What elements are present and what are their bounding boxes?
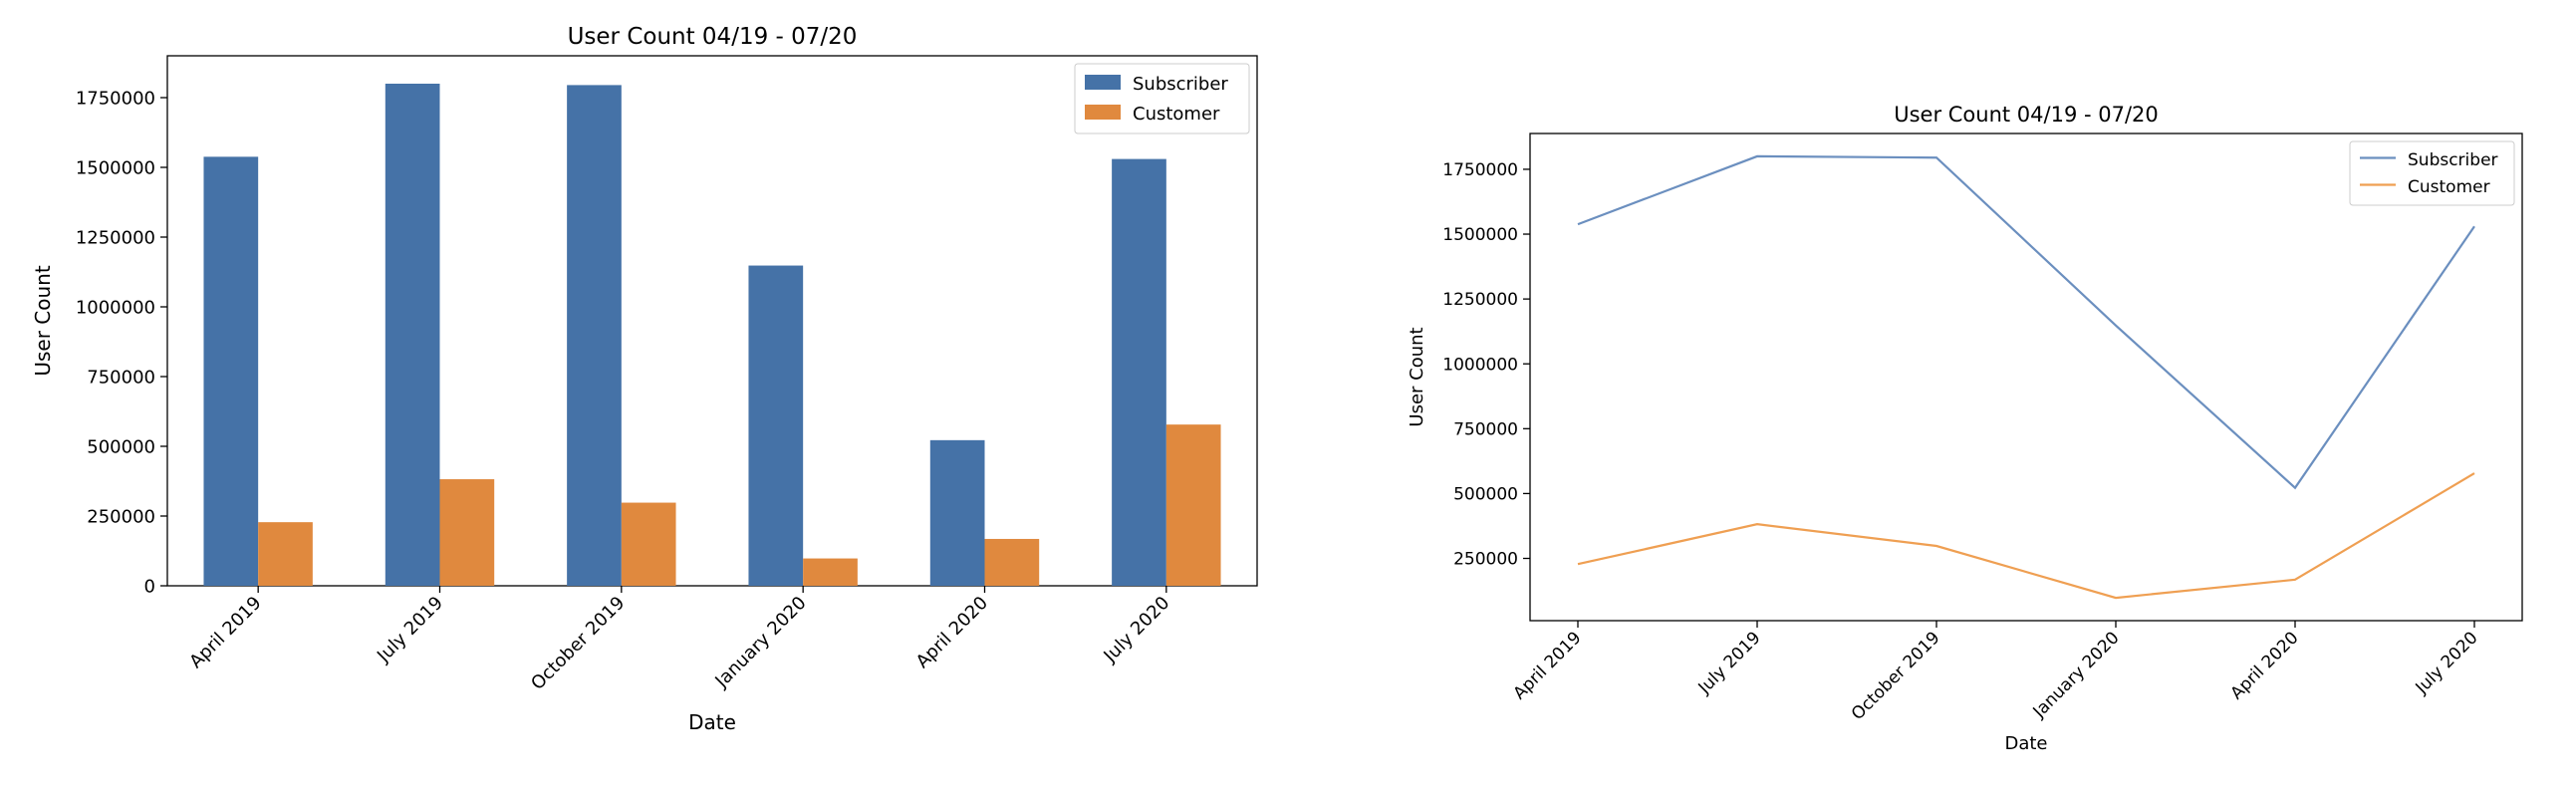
- bar-subscriber-4: [929, 439, 985, 586]
- legend-label-customer: Customer: [1133, 104, 1220, 125]
- x-tick-label: April 2019: [1509, 628, 1585, 703]
- y-tick-label: 0: [144, 576, 155, 597]
- line-chart: User Count 04/19 - 07/20 Date User Count 25…: [1407, 103, 2523, 754]
- bar-chart: User Count 04/19 - 07/20 Date User Count 0 2…: [31, 24, 1258, 734]
- y-tick-label: 500000: [87, 436, 155, 457]
- x-tick-label: January 2020: [710, 593, 810, 692]
- bar-subscriber-0: [203, 156, 259, 587]
- y-tick-label: 750000: [87, 367, 155, 388]
- bar-subscriber-2: [567, 85, 622, 587]
- plot-frame: [166, 55, 1258, 587]
- x-tick-label: April 2020: [2226, 628, 2302, 703]
- bar-customer-0: [258, 522, 313, 586]
- bar-subscriber-5: [1112, 158, 1166, 586]
- y-tick-label: 750000: [1453, 419, 1518, 439]
- bar-subscriber-3: [748, 265, 804, 586]
- legend-swatch-customer: [1085, 105, 1121, 120]
- y-tick-label: 1500000: [76, 157, 155, 178]
- y-axis-label: User Count: [31, 265, 55, 376]
- x-tick-label: July 2019: [1694, 628, 1765, 698]
- x-tick-label: October 2019: [527, 593, 629, 694]
- x-tick-label: July 2020: [1099, 593, 1173, 667]
- y-tick-label: 1750000: [1442, 160, 1518, 180]
- x-axis-label: Date: [688, 710, 736, 734]
- bar-customer-2: [621, 502, 676, 586]
- legend-label-subscriber: Subscriber: [1133, 74, 1228, 95]
- chart-title: User Count 04/19 - 07/20: [568, 24, 858, 50]
- y-tick-label: 1000000: [76, 297, 155, 318]
- y-tick-label: 1500000: [1442, 225, 1518, 245]
- y-axis-label: User Count: [1407, 327, 1427, 426]
- bar-customer-5: [1165, 424, 1221, 586]
- x-axis-label: Date: [2004, 733, 2047, 754]
- bar-customer-3: [803, 558, 858, 586]
- x-tick-label: April 2020: [912, 593, 992, 672]
- x-tick-label: October 2019: [1848, 628, 1944, 724]
- legend-label-subscriber: Subscriber: [2408, 150, 2498, 170]
- bar-subscriber-1: [385, 84, 440, 586]
- legend-label-customer: Customer: [2408, 177, 2490, 197]
- line-customer: [1577, 472, 2475, 600]
- x-tick-label: April 2019: [185, 593, 265, 672]
- line-subscriber: [1577, 154, 2475, 490]
- bar-customer-1: [439, 479, 495, 586]
- y-tick-label: 1000000: [1442, 355, 1518, 375]
- bar-customer-4: [984, 538, 1040, 586]
- y-tick-label: 1250000: [76, 227, 155, 248]
- x-tick-label: July 2020: [2412, 628, 2482, 698]
- x-tick-label: July 2019: [373, 593, 447, 667]
- y-tick-label: 1750000: [76, 88, 155, 109]
- plot-frame: [1529, 132, 2523, 622]
- y-tick-label: 250000: [87, 506, 155, 527]
- y-tick-label: 250000: [1453, 550, 1518, 570]
- chart-title: User Count 04/19 - 07/20: [1894, 103, 2159, 127]
- y-tick-label: 500000: [1453, 485, 1518, 505]
- x-tick-label: January 2020: [2029, 628, 2124, 722]
- legend-swatch-subscriber: [1085, 75, 1121, 90]
- y-tick-label: 1250000: [1442, 290, 1518, 310]
